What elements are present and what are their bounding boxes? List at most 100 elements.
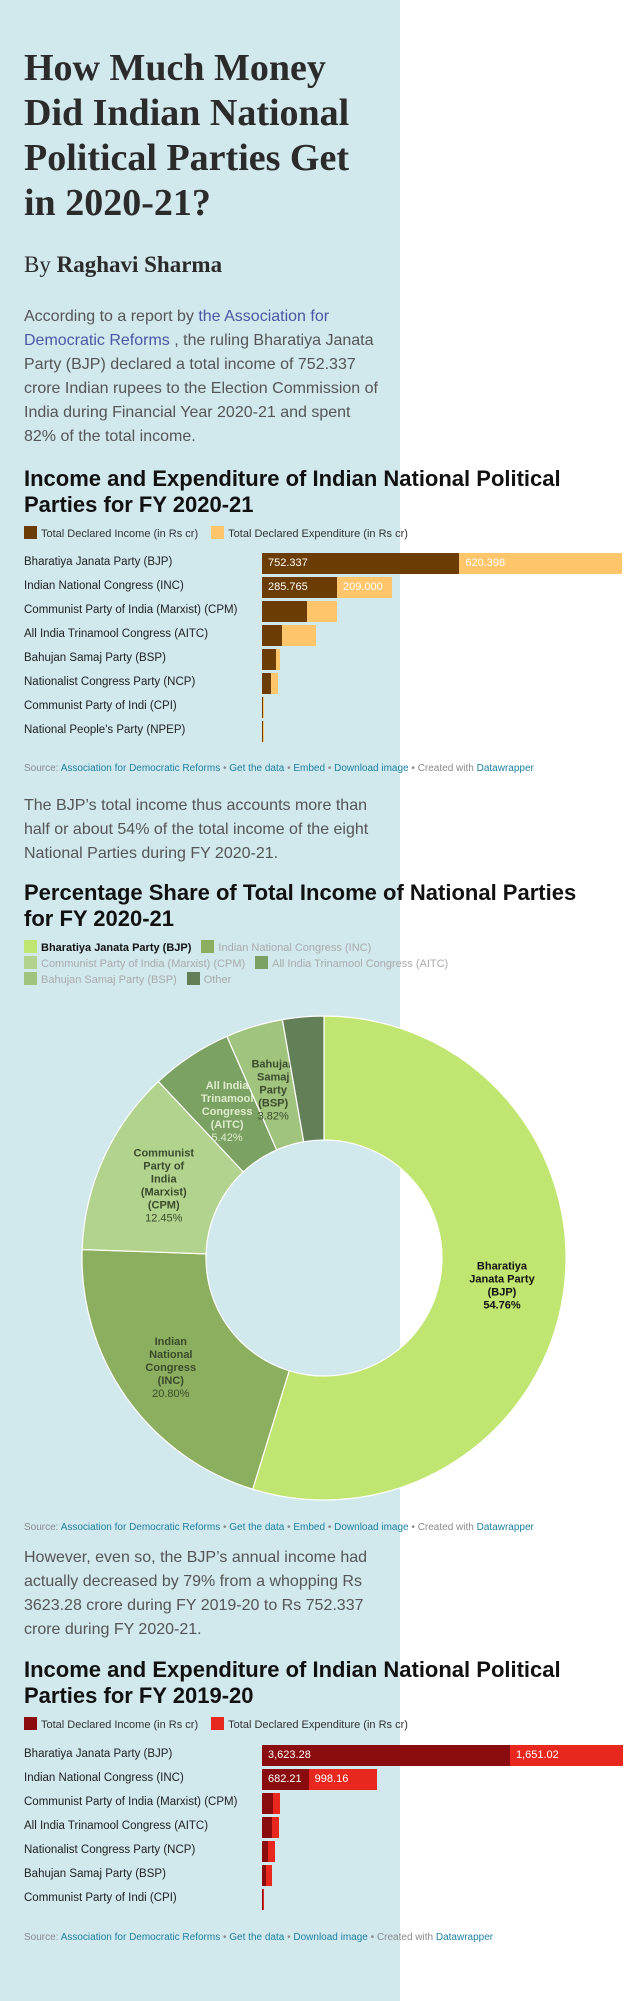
legend-label: Total Declared Expenditure (in Rs cr): [228, 528, 408, 540]
legend-item: Indian National Congress (INC): [201, 940, 371, 956]
bar-row: Communist Party of Indi (CPI): [24, 1889, 624, 1910]
category-label: Bahujan Samaj Party (BSP): [24, 1868, 166, 1880]
expenditure-bar: [265, 1865, 273, 1886]
bar-row: Indian National Congress (INC) 285.765 209…: [24, 577, 624, 598]
legend-item: Total Declared Expenditure (in Rs cr): [211, 1717, 408, 1733]
source-link[interactable]: Association for Democratic Reforms: [60, 763, 221, 774]
bar-row: National People's Party (NPEP): [24, 721, 624, 742]
legend-swatch: [211, 1717, 225, 1730]
chart-title: Income and Expenditure of Indian Nationa…: [24, 466, 561, 517]
income-bar: 682.21: [262, 1769, 309, 1790]
legend-label: Indian National Congress (INC): [218, 942, 372, 954]
legend-swatch: [24, 956, 37, 969]
separator: •: [220, 1522, 230, 1533]
datawrapper-link[interactable]: Datawrapper: [435, 1932, 494, 1943]
income-bar: [262, 625, 282, 646]
bar-value-label: 1,651.02: [515, 1749, 559, 1761]
separator: •: [325, 1522, 335, 1533]
legend-label: Communist Party of India (Marxist) (CPM): [41, 958, 246, 970]
income-bar: [262, 1817, 272, 1838]
expenditure-bar: 998.16: [308, 1769, 377, 1790]
created-with-label: Created with: [417, 1522, 477, 1533]
chart-source: Source: Association for Democratic Refor…: [24, 1522, 534, 1533]
get-data-link[interactable]: Get the data: [229, 1522, 285, 1533]
legend-item: Total Declared Income (in Rs cr): [24, 1717, 198, 1733]
legend-item: Bahujan Samaj Party (BSP): [24, 972, 177, 988]
bar-row: Communist Party of India (Marxist) (CPM): [24, 1793, 624, 1814]
category-label: Indian National Congress (INC): [24, 1772, 184, 1784]
get-data-link[interactable]: Get the data: [229, 763, 285, 774]
bar-row: Indian National Congress (INC) 682.21 998.…: [24, 1769, 624, 1790]
download-image-link[interactable]: Download image: [293, 1932, 368, 1943]
legend-label: Bahujan Samaj Party (BSP): [41, 974, 177, 986]
download-image-link[interactable]: Download image: [334, 763, 409, 774]
income-bar: [262, 1841, 268, 1862]
bar-value-label: 620.398: [465, 557, 506, 569]
separator: •: [284, 1932, 294, 1943]
embed-link[interactable]: Embed: [293, 1522, 326, 1533]
bar-value-label: 209.000: [342, 581, 383, 593]
legend-swatch: [24, 940, 37, 953]
datawrapper-link[interactable]: Datawrapper: [476, 1522, 534, 1533]
separator: •: [284, 1522, 294, 1533]
bar-value-label: 998.16: [314, 1773, 349, 1785]
income-bar: 285.765: [262, 577, 337, 598]
legend-label: Total Declared Income (in Rs cr): [41, 1719, 199, 1731]
chart-source: Source: Association for Democratic Refor…: [24, 763, 534, 774]
bar-row: Bharatiya Janata Party (BJP) 3,623.28 1,65…: [24, 1745, 624, 1766]
get-data-link[interactable]: Get the data: [229, 1932, 285, 1943]
expenditure-bar: [271, 673, 278, 694]
datawrapper-link[interactable]: Datawrapper: [476, 763, 534, 774]
legend-swatch: [201, 940, 215, 953]
embed-link[interactable]: Embed: [293, 763, 326, 774]
legend-swatch: [24, 1717, 37, 1730]
category-label: All India Trinamool Congress (AITC): [24, 1820, 209, 1832]
separator: •: [220, 1932, 230, 1943]
slice-label: Bahujan Samaj Party (BSP) 3.82%: [251, 1058, 295, 1122]
category-label: Communist Party of Indi (CPI): [24, 1892, 177, 1904]
intro-text-start: According to a report by: [24, 308, 199, 325]
bar-row: Communist Party of India (Marxist) (CPM): [24, 601, 624, 622]
legend-swatch: [186, 972, 200, 985]
legend-swatch: [211, 526, 225, 539]
separator: •: [408, 763, 418, 774]
bar-row: Bahujan Samaj Party (BSP): [24, 649, 624, 670]
income-bar: [262, 649, 276, 670]
income-bar: [262, 697, 263, 718]
legend-swatch: [24, 526, 37, 539]
separator: •: [325, 763, 335, 774]
income-bar: [262, 673, 272, 694]
bar-value-label: 3,623.28: [268, 1749, 311, 1761]
separator: •: [220, 763, 230, 774]
category-label: Communist Party of Indi (CPI): [24, 700, 177, 712]
download-image-link[interactable]: Download image: [334, 1522, 409, 1533]
expenditure-bar: 1,651.02: [509, 1745, 623, 1766]
bar-value-label: 682.21: [268, 1773, 302, 1785]
separator: •: [284, 763, 294, 774]
expenditure-bar: [262, 697, 264, 718]
article-title: How Much Money Did Indian National Polit…: [24, 47, 350, 224]
chart-title: Percentage Share of Total Income of Nati…: [24, 880, 577, 931]
donut-slice: [81, 1248, 290, 1491]
slice-label: Bharatiya Janata Party (BJP) 54.76%: [469, 1260, 535, 1311]
bar-row: All India Trinamool Congress (AITC): [24, 625, 624, 646]
category-label: Bharatiya Janata Party (BJP): [24, 556, 173, 568]
byline-prefix: By: [24, 252, 51, 277]
category-label: Indian National Congress (INC): [24, 580, 184, 592]
chart-legend: Total Declared Income (in Rs cr) Total D…: [24, 526, 614, 542]
adr-link[interactable]: the Association for Democratic Reforms: [24, 308, 330, 349]
intro-paragraph: According to a report by the Association…: [24, 305, 384, 449]
legend-swatch: [24, 972, 37, 985]
source-label: Source:: [24, 1522, 61, 1533]
slice-label: Indian National Congress (INC) 20.80%: [145, 1336, 196, 1400]
category-label: Bharatiya Janata Party (BJP): [24, 1748, 173, 1760]
source-link[interactable]: Association for Democratic Reforms: [60, 1932, 221, 1943]
legend-swatch: [255, 956, 269, 969]
bar-row: Nationalist Congress Party (NCP): [24, 1841, 624, 1862]
legend-label: Total Declared Income (in Rs cr): [41, 528, 199, 540]
intro-text-end: , the ruling Bharatiya Janata Party (BJP…: [24, 332, 378, 445]
income-bar: [262, 1889, 263, 1910]
expenditure-bar: 620.398: [459, 553, 623, 574]
decrease-paragraph: However, even so, the BJP’s annual incom…: [24, 1549, 368, 1638]
source-link[interactable]: Association for Democratic Reforms: [60, 1522, 221, 1533]
